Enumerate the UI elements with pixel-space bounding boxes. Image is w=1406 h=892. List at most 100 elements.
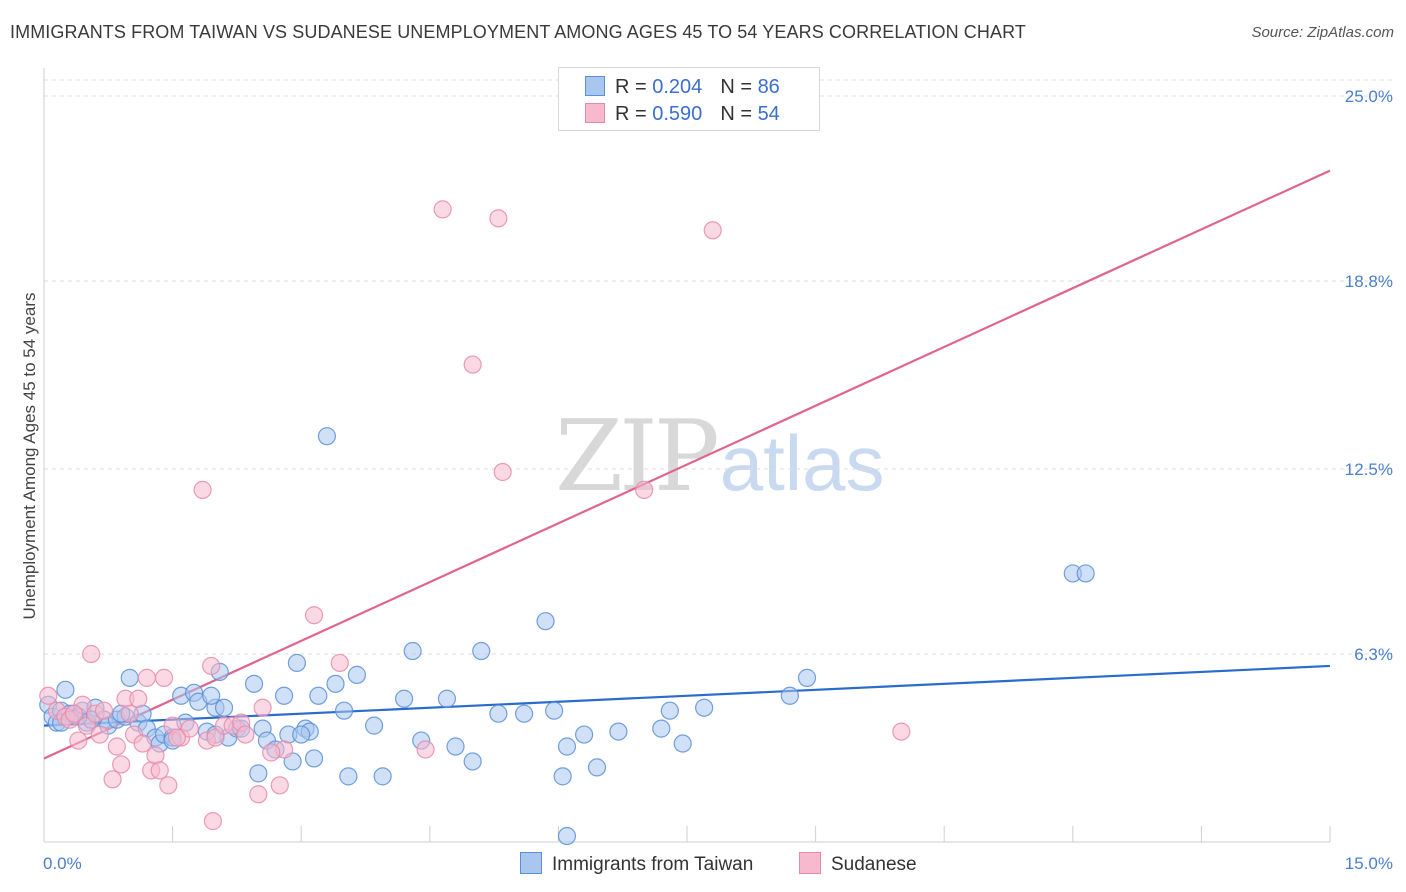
taiwan-point bbox=[536, 612, 555, 631]
sudanese-point bbox=[249, 785, 268, 804]
sudanese-swatch bbox=[585, 103, 605, 123]
taiwan-point bbox=[120, 668, 139, 687]
sudanese-point bbox=[107, 737, 126, 756]
taiwan-point bbox=[609, 722, 628, 741]
taiwan-point bbox=[334, 701, 354, 720]
chart-title: IMMIGRANTS FROM TAIWAN VS SUDANESE UNEMP… bbox=[10, 22, 1026, 42]
sudanese-point bbox=[180, 719, 199, 738]
taiwan-point bbox=[56, 680, 75, 699]
taiwan-point bbox=[249, 764, 268, 783]
taiwan-point bbox=[394, 689, 414, 708]
taiwan-point bbox=[652, 719, 671, 738]
taiwan-point bbox=[214, 698, 234, 717]
taiwan-point bbox=[347, 665, 367, 684]
legend-row-taiwan: R = 0.204 N = 86 bbox=[585, 76, 780, 99]
taiwan-point bbox=[463, 752, 482, 771]
taiwan-point bbox=[472, 641, 491, 661]
taiwan-point bbox=[244, 674, 264, 693]
sudanese-point bbox=[892, 722, 911, 741]
taiwan-point bbox=[364, 716, 384, 735]
taiwan-point bbox=[339, 767, 358, 786]
taiwan-point bbox=[309, 686, 328, 705]
sudanese-point bbox=[493, 462, 512, 482]
y-tick-label: 25.0% bbox=[1345, 87, 1393, 106]
taiwan-point bbox=[202, 686, 221, 705]
x-tick-label-max: 15.0% bbox=[1345, 854, 1393, 873]
taiwan-point bbox=[660, 701, 679, 720]
taiwan-point bbox=[545, 701, 564, 720]
sudanese-point bbox=[703, 221, 722, 240]
taiwan-point bbox=[304, 749, 324, 768]
sudanese-point bbox=[253, 698, 272, 717]
sudanese-point bbox=[129, 689, 148, 708]
sudanese-point bbox=[120, 704, 139, 723]
taiwan-point bbox=[437, 689, 457, 708]
sudanese-point bbox=[193, 480, 212, 499]
taiwan-point bbox=[557, 826, 577, 846]
taiwan-point bbox=[446, 737, 465, 756]
sudanese-point bbox=[154, 668, 174, 687]
sudanese-point bbox=[69, 731, 88, 750]
sudanese-point bbox=[64, 704, 84, 723]
taiwan-point bbox=[373, 767, 392, 786]
taiwan-point bbox=[587, 758, 607, 777]
sudanese-point bbox=[463, 355, 482, 374]
source-label: Source: ZipAtlas.com bbox=[1251, 24, 1394, 41]
taiwan-point bbox=[695, 698, 714, 717]
taiwan-point bbox=[489, 704, 508, 723]
sudanese-point bbox=[103, 770, 122, 789]
sudanese-point bbox=[146, 746, 165, 765]
sudanese-point bbox=[82, 644, 101, 664]
taiwan-point bbox=[326, 674, 345, 693]
taiwan-point bbox=[287, 653, 307, 673]
taiwan-point bbox=[274, 686, 294, 705]
bottom-legend-sudanese: Sudanese bbox=[799, 852, 917, 876]
taiwan-point bbox=[317, 427, 337, 446]
y-tick-label: 12.5% bbox=[1345, 460, 1393, 479]
taiwan-swatch bbox=[585, 76, 605, 96]
sudanese-point bbox=[203, 812, 222, 831]
sudanese-point bbox=[150, 761, 169, 780]
sudanese-point bbox=[635, 480, 654, 499]
sudanese-point bbox=[94, 701, 114, 720]
sudanese-point bbox=[202, 656, 221, 676]
taiwan-legend-swatch bbox=[520, 852, 542, 874]
sudanese-point bbox=[112, 755, 131, 774]
y-tick-label: 6.3% bbox=[1354, 645, 1393, 664]
sudanese-n-value: 54 bbox=[757, 103, 780, 125]
sudanese-point bbox=[167, 728, 186, 747]
correlation-legend: R = 0.204 N = 86 R = 0.590 N = 54 bbox=[558, 67, 820, 131]
legend-row-sudanese: R = 0.590 N = 54 bbox=[585, 103, 780, 126]
sudanese-legend-swatch bbox=[799, 852, 821, 874]
y-tick-label: 18.8% bbox=[1345, 272, 1393, 291]
sudanese-point bbox=[489, 209, 508, 228]
sudanese-point bbox=[133, 734, 152, 753]
sudanese-point bbox=[39, 686, 58, 705]
sudanese-point bbox=[137, 668, 156, 687]
sudanese-point bbox=[304, 606, 324, 625]
sudanese-point bbox=[433, 200, 452, 219]
sudanese-point bbox=[270, 776, 289, 795]
taiwan-point bbox=[575, 725, 594, 744]
sudanese-point bbox=[262, 743, 281, 762]
sudanese-point bbox=[236, 725, 255, 744]
sudanese-point bbox=[416, 740, 435, 759]
taiwan-point bbox=[1076, 564, 1095, 583]
sudanese-point bbox=[330, 653, 349, 673]
taiwan-r-value: 0.204 bbox=[652, 76, 703, 98]
sudanese-point bbox=[90, 725, 109, 744]
taiwan-n-value: 86 bbox=[757, 76, 780, 98]
taiwan-point bbox=[673, 734, 692, 753]
sudanese-point bbox=[159, 776, 178, 795]
taiwan-point bbox=[780, 686, 799, 705]
taiwan-point bbox=[797, 668, 817, 687]
taiwan-point bbox=[553, 767, 572, 786]
taiwan-point bbox=[557, 737, 577, 756]
taiwan-point bbox=[515, 704, 534, 723]
taiwan-point bbox=[292, 725, 311, 744]
bottom-legend-taiwan: Immigrants from Taiwan bbox=[520, 852, 753, 876]
sudanese-r-value: 0.590 bbox=[652, 103, 703, 125]
sudanese-trend-line bbox=[43, 169, 1331, 760]
taiwan-point bbox=[403, 641, 422, 661]
